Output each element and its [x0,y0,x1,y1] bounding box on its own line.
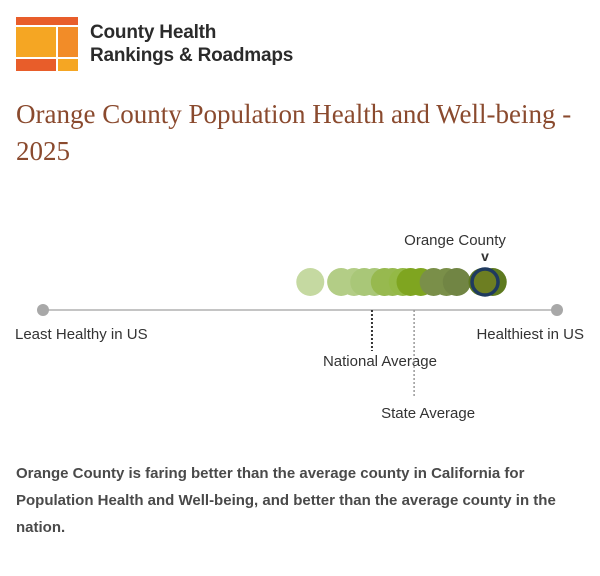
page-title: Orange County Population Health and Well… [16,99,572,166]
axis-right-endpoint [551,304,563,316]
state-average-label: State Average [381,405,475,422]
brand-line-1: County Health [90,22,217,43]
summary-text: Orange County is faring better than the … [16,465,556,536]
national-average-label: National Average [323,353,437,370]
orange-county-dot[interactable] [470,267,500,297]
axis-left-endpoint [37,304,49,316]
orange-county-pointer: v [481,248,489,264]
county-dot [296,268,325,296]
orange-county-label: Orange County [404,232,506,249]
axis-right-label: Healthiest in US [476,326,584,343]
county-dot [442,268,471,296]
health-ranking-chart: Least Healthy in US Healthiest in US Nat… [15,232,584,422]
chr-logo-icon [16,17,78,71]
axis-left-label: Least Healthy in US [15,326,148,343]
brand-name[interactable]: County Health Rankings & Roadmaps [90,21,293,67]
brand-line-2: Rankings & Roadmaps [90,45,294,66]
